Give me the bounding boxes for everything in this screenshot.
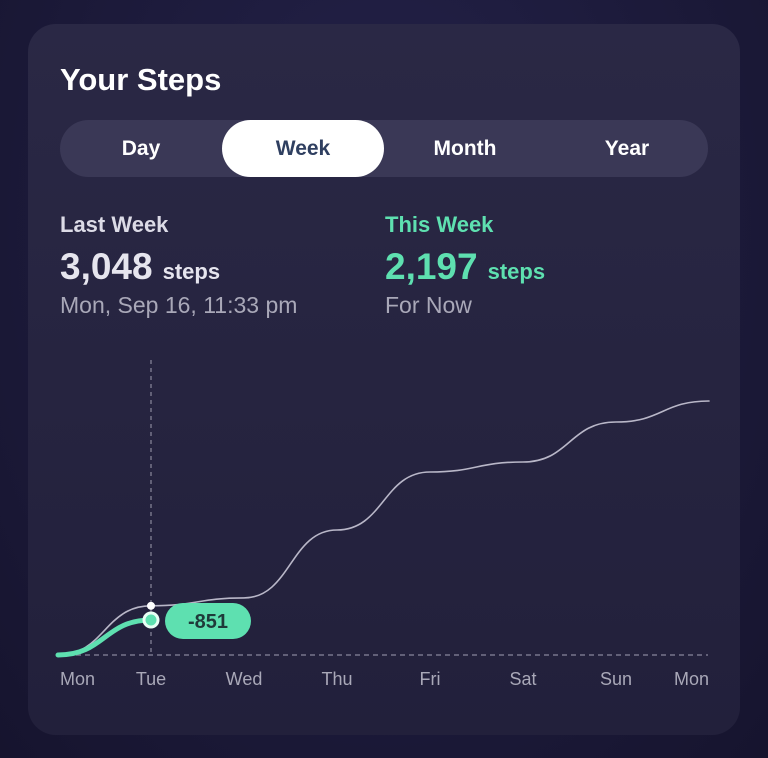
stat-value: 2,197 steps <box>385 246 545 288</box>
x-tick-label: Tue <box>136 669 166 689</box>
stat-unit: steps <box>162 259 221 284</box>
title: Your Steps <box>60 62 222 97</box>
stat-label: Last Week <box>60 212 169 237</box>
x-tick-label: Fri <box>420 669 441 689</box>
stat-number: 2,197 <box>385 246 478 287</box>
stat-unit: steps <box>487 259 546 284</box>
x-tick-label: Mon <box>674 669 709 689</box>
stat-last: Last Week 3,048 steps Mon, Sep 16, 11:33 … <box>60 212 297 319</box>
tab[interactable]: Day <box>121 137 161 160</box>
stat-label: This Week <box>385 212 494 237</box>
stat-note: Mon, Sep 16, 11:33 pm <box>60 292 298 318</box>
cursor-dot <box>142 611 160 629</box>
annotation: -851 <box>188 611 228 633</box>
stat-value: 3,048 steps <box>60 246 297 288</box>
x-tick-label: Wed <box>226 669 263 689</box>
series-line <box>55 617 154 658</box>
series-line <box>57 400 710 656</box>
x-tick-label: Mon <box>60 669 95 689</box>
tab-bar: Day Week Month Year <box>60 120 708 177</box>
x-tick-label: Sun <box>600 669 632 689</box>
stat-this: This Week 2,197 steps For Now <box>385 212 545 319</box>
x-tick-label: Thu <box>321 669 352 689</box>
tab[interactable]: Week <box>222 120 384 177</box>
tab[interactable]: Month <box>433 137 497 160</box>
x-tick-label: Sat <box>509 669 536 689</box>
cursor-dot <box>147 601 155 610</box>
stat-note: For Now <box>385 292 472 318</box>
tab[interactable]: Year <box>604 137 650 160</box>
annotation-pill <box>165 603 251 639</box>
stat-number: 3,048 <box>60 246 153 287</box>
